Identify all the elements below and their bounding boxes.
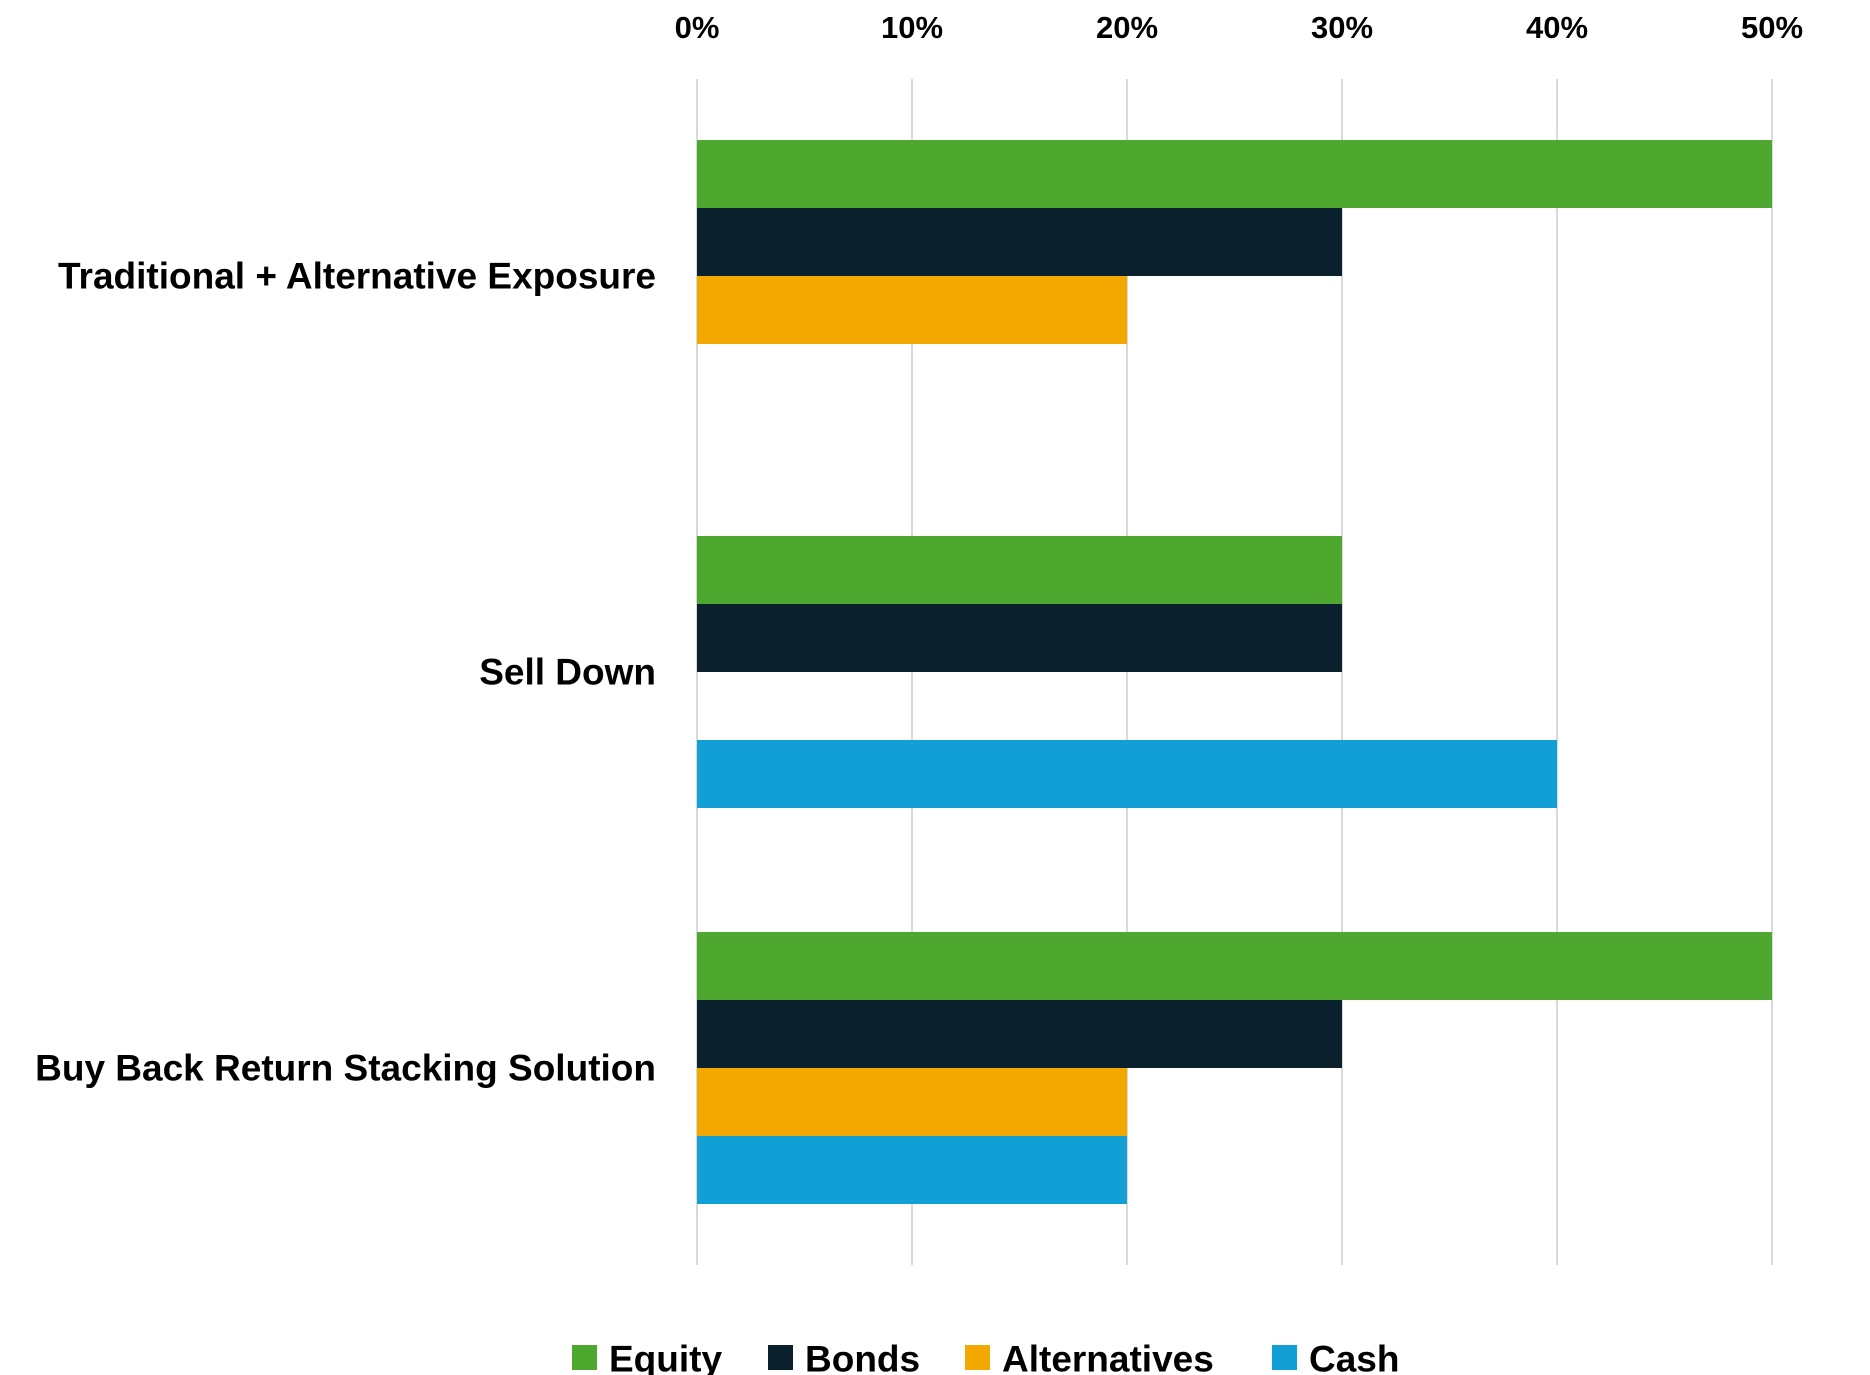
legend-label-equity: Equity — [609, 1339, 722, 1375]
legend-swatch-cash — [1272, 1345, 1297, 1370]
legend-swatch-bonds — [768, 1345, 793, 1370]
bar-bonds — [697, 604, 1342, 672]
category-label: Traditional + Alternative Exposure — [58, 256, 656, 297]
x-tick-label: 30% — [1311, 10, 1373, 45]
legend-label-bonds: Bonds — [805, 1339, 920, 1375]
legend-swatch-alternatives — [965, 1345, 990, 1370]
x-tick-label: 50% — [1741, 10, 1803, 45]
legend-label-alternatives: Alternatives — [1002, 1339, 1214, 1375]
bar-equity — [697, 140, 1772, 208]
legend-swatch-equity — [572, 1345, 597, 1370]
x-axis-ticks: 0% 10% 20% 30% 40% 50% — [675, 10, 1803, 45]
category-labels: Traditional + Alternative Exposure Sell D… — [35, 256, 656, 1089]
bar-cash — [697, 1136, 1127, 1204]
x-tick-label: 40% — [1526, 10, 1588, 45]
x-tick-label: 10% — [881, 10, 943, 45]
bar-bonds — [697, 208, 1342, 276]
bar-cash — [697, 740, 1557, 808]
x-tick-label: 20% — [1096, 10, 1158, 45]
legend-label-cash: Cash — [1309, 1339, 1399, 1375]
bar-equity — [697, 536, 1342, 604]
bar-equity — [697, 932, 1772, 1000]
bars — [697, 140, 1772, 1204]
legend: Equity Bonds Alternatives Cash — [572, 1339, 1399, 1375]
bar-bonds — [697, 1000, 1342, 1068]
bar-alternatives — [697, 276, 1127, 344]
x-tick-label: 0% — [675, 10, 720, 45]
bar-alternatives — [697, 1068, 1127, 1136]
category-label: Buy Back Return Stacking Solution — [35, 1048, 656, 1089]
category-label: Sell Down — [479, 652, 656, 693]
